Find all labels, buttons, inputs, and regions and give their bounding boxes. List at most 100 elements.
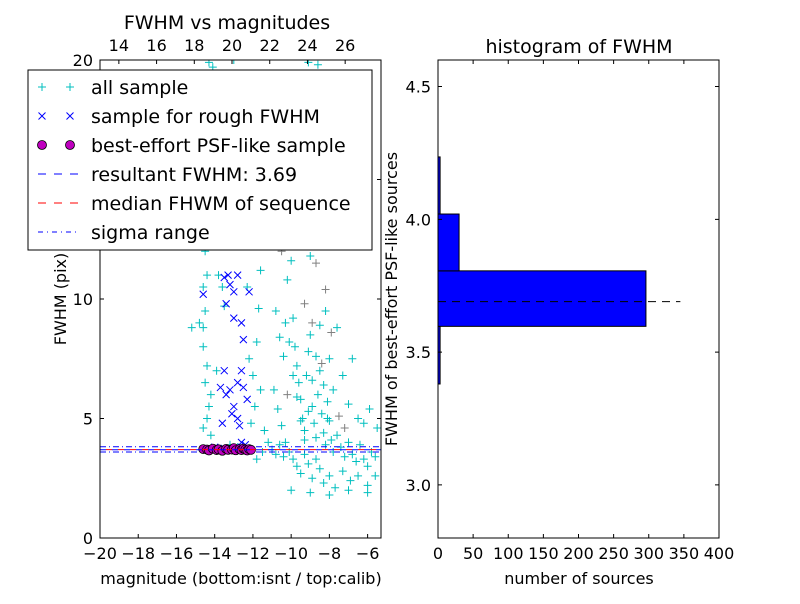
all-sample-point (312, 455, 321, 464)
top-x-tick-label: 18 (184, 36, 204, 55)
all-sample-point (292, 361, 301, 370)
all-sample-point (285, 338, 294, 347)
scatter-xlabel: magnitude (bottom:isnt / top:calib) (100, 569, 381, 588)
all-sample-point (203, 361, 212, 370)
all-sample-point (254, 304, 263, 313)
background-point (327, 328, 336, 337)
all-sample-point (319, 381, 328, 390)
x-tick-label: 100 (493, 544, 524, 563)
all-sample-point (338, 371, 347, 380)
all-sample-point (256, 266, 265, 275)
all-sample-point (308, 402, 317, 411)
all-sample-point (289, 371, 298, 380)
rough-sample-point (237, 366, 246, 375)
x-tick-label: −18 (121, 544, 155, 563)
circle-marker-icon (65, 140, 75, 150)
x-marker-icon (38, 112, 46, 120)
all-sample-point (283, 275, 292, 284)
all-sample-point (354, 471, 363, 480)
y-tick-label: 0 (83, 529, 93, 548)
all-sample-point (281, 438, 290, 447)
top-x-tick-label: 26 (335, 36, 355, 55)
legend-label: best-effort PSF-like sample (91, 135, 346, 157)
y-tick-label: 3.0 (406, 476, 431, 495)
rough-sample-point (228, 409, 236, 418)
y-tick-label: 10 (73, 290, 93, 309)
all-sample-point (252, 455, 261, 464)
all-sample-point (333, 431, 342, 440)
all-sample-point (300, 436, 309, 445)
x-tick-label: −6 (356, 544, 380, 563)
all-sample-point (304, 459, 313, 468)
all-sample-point (373, 424, 381, 433)
all-sample-point (289, 314, 298, 323)
legend-item: best-effort PSF-like sample (37, 135, 346, 157)
x-tick-label: 150 (528, 544, 559, 563)
background-point (283, 390, 292, 399)
all-sample-point (310, 419, 319, 428)
rough-sample-point (218, 419, 227, 428)
all-sample-point (195, 318, 204, 327)
all-sample-point (199, 342, 208, 351)
all-sample-point (252, 338, 261, 347)
all-sample-point (344, 486, 353, 495)
rough-sample-point (222, 299, 231, 308)
x-tick-label: 250 (598, 544, 629, 563)
legend-box (27, 69, 373, 251)
y-tick-label: 20 (73, 51, 93, 70)
background-point (317, 359, 326, 368)
histogram-bar (437, 213, 460, 272)
all-sample-point (321, 440, 330, 449)
x-tick-label: 350 (669, 544, 700, 563)
all-sample-point (199, 283, 208, 292)
all-sample-point (315, 321, 324, 330)
all-sample-point (325, 471, 334, 480)
all-sample-point (212, 366, 221, 375)
all-sample-point (359, 455, 368, 464)
y-tick-label: 3.5 (406, 343, 431, 362)
all-sample-point (306, 488, 315, 497)
rough-sample-point (233, 414, 242, 423)
scatter-panel: FWHM vs magnitudes magnitude (bottom:isn… (51, 12, 382, 588)
rough-sample-point (229, 402, 238, 411)
x-tick-label: −16 (160, 544, 194, 563)
all-sample-point (187, 323, 196, 332)
all-sample-point (201, 378, 210, 387)
histogram-panel: histogram of FWHM number of sources FWHM… (382, 36, 734, 588)
all-sample-point (354, 414, 363, 423)
top-x-tick-label: 20 (222, 36, 242, 55)
all-sample-point (290, 342, 299, 351)
legend-label: resultant FWHM: 3.69 (91, 164, 297, 186)
all-sample-point (313, 390, 322, 399)
background-point (308, 318, 317, 327)
rough-sample-point (239, 383, 248, 392)
all-sample-point (250, 402, 259, 411)
rough-sample-point (224, 271, 232, 279)
all-sample-point (317, 409, 326, 418)
all-sample-point (248, 371, 257, 380)
all-sample-point (203, 414, 212, 423)
all-sample-point (363, 488, 372, 497)
all-sample-point (371, 471, 380, 480)
all-sample-point (348, 354, 357, 363)
rough-sample-point (245, 287, 253, 296)
rough-sample-point (226, 385, 234, 394)
all-sample-point (201, 306, 210, 315)
all-sample-point (363, 462, 372, 471)
all-sample-point (275, 333, 284, 342)
x-tick-label: 200 (563, 544, 594, 563)
top-x-tick-label: 16 (146, 36, 166, 55)
all-sample-point (352, 457, 361, 466)
all-sample-point (327, 436, 336, 445)
all-sample-point (319, 428, 328, 437)
all-sample-point (292, 392, 301, 401)
all-sample-point (206, 431, 215, 440)
background-point (334, 412, 343, 421)
all-sample-point (346, 476, 355, 485)
all-sample-point (199, 424, 208, 433)
all-sample-point (325, 354, 334, 363)
x-tick-label: −14 (198, 544, 232, 563)
scatter-ylabel: FWHM (pix) (51, 253, 70, 346)
scatter-plot-area (100, 60, 381, 499)
rough-sample-point (199, 290, 208, 299)
